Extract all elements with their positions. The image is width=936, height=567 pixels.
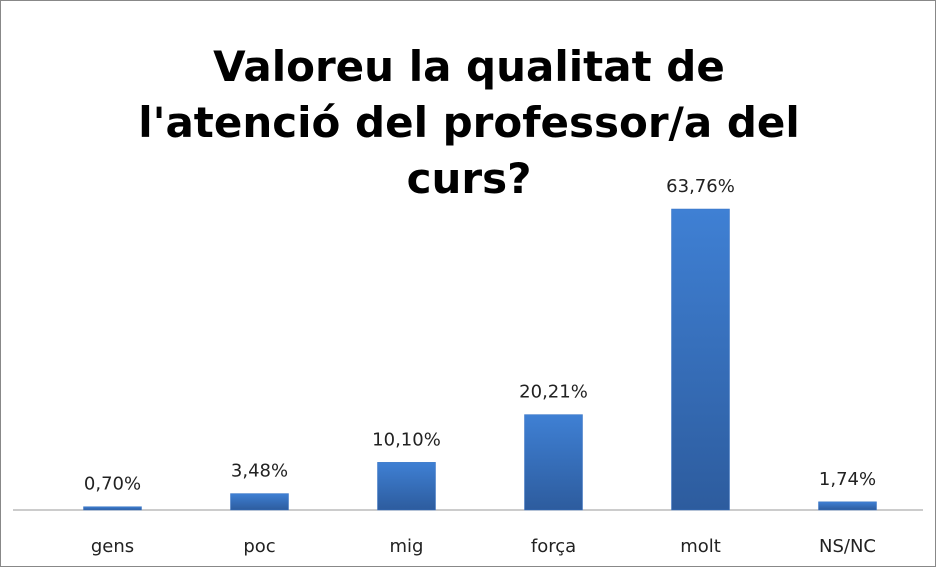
value-label: 10,10% [372, 429, 441, 450]
bar [818, 501, 877, 511]
x-tick-label: gens [91, 536, 134, 557]
x-tick-label: NS/NC [819, 536, 876, 557]
x-tick-label: poc [243, 536, 275, 557]
x-tick-label: força [531, 536, 576, 557]
value-label: 3,48% [231, 461, 288, 482]
value-label: 1,74% [819, 469, 876, 490]
value-label: 63,76% [666, 176, 735, 197]
bar [524, 414, 583, 511]
bar [83, 506, 142, 511]
value-label: 20,21% [519, 382, 588, 403]
bar [671, 208, 730, 511]
bar [377, 462, 436, 511]
value-label: 0,70% [84, 474, 141, 495]
bar [230, 493, 289, 511]
x-tick-label: molt [680, 536, 721, 557]
x-tick-label: mig [390, 536, 424, 557]
chart-title: Valoreu la qualitat de l'atenció del pro… [138, 42, 800, 203]
